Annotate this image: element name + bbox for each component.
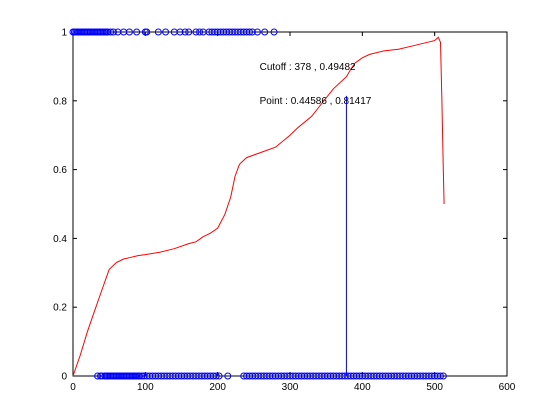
x-tick-label: 100 (137, 382, 154, 393)
marker-bottom-row (215, 372, 223, 380)
marker-top-row (125, 28, 133, 36)
marker-top-row (270, 28, 278, 36)
point-annotation: Point : 0.44586 , 0.81417 (260, 96, 372, 107)
marker-top-row (154, 28, 162, 36)
marker-top-row (110, 28, 118, 36)
x-tick-label: 500 (426, 382, 443, 393)
y-tick-label: 0.8 (53, 96, 67, 107)
cutoff-annotation: Cutoff : 378 , 0.49482 (260, 62, 356, 73)
curve-line (72, 36, 445, 377)
marker-top-row (261, 28, 269, 36)
marker-bottom-row (224, 372, 232, 380)
y-tick-label: 0.6 (53, 165, 67, 176)
x-tick-label: 600 (499, 382, 516, 393)
y-tick-label: 0 (61, 372, 67, 383)
marker-bottom-row (439, 372, 447, 380)
y-tick-label: 0.2 (53, 303, 67, 314)
marker-top-row (248, 28, 256, 36)
x-tick-label: 200 (209, 382, 226, 393)
marker-top-row (192, 28, 200, 36)
marker-top-row (253, 28, 261, 36)
marker-top-row (107, 28, 115, 36)
x-tick-label: 0 (70, 382, 76, 393)
marker-top-row (143, 28, 151, 36)
marker-bottom-row (212, 372, 220, 380)
curve-layer (72, 36, 445, 377)
marker-top-row (176, 28, 184, 36)
marker-top-row (162, 28, 170, 36)
x-tick-label: 300 (282, 382, 299, 393)
marker-layer (69, 28, 447, 380)
marker-bottom-row (94, 372, 102, 380)
y-tick-label: 0.4 (53, 234, 67, 245)
marker-top-row (196, 28, 204, 36)
marker-bottom-row (436, 372, 444, 380)
marker-top-row (181, 28, 189, 36)
marker-top-row (245, 28, 253, 36)
annotation-layer: Cutoff : 378 , 0.49482 Point : 0.44586 ,… (260, 62, 372, 107)
marker-bottom-row (136, 372, 144, 380)
y-tick-label: 1 (61, 28, 67, 39)
marker-top-row (185, 28, 193, 36)
marker-top-row (133, 28, 141, 36)
x-tick-label: 400 (354, 382, 371, 393)
marker-bottom-row (138, 372, 146, 380)
tick-marks: 0 100 200 300 400 500 600 0 0.2 0.4 0.6 0.8 1 (53, 28, 516, 394)
